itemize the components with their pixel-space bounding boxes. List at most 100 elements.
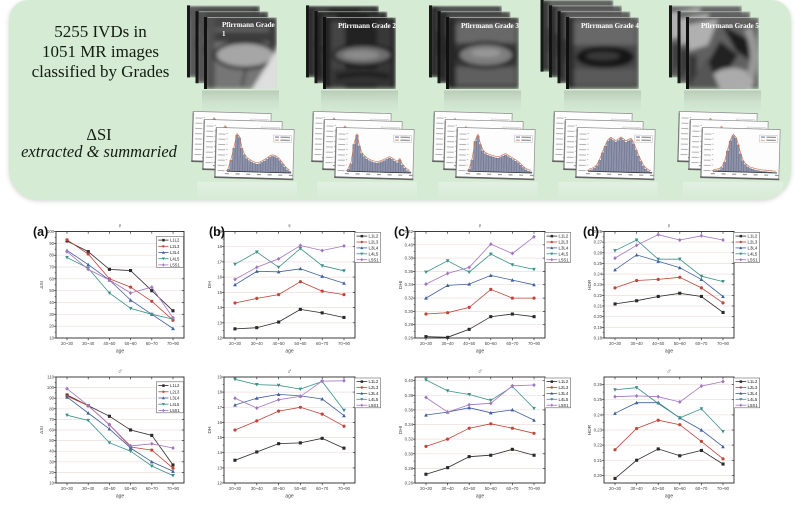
svg-text:age: age [116, 349, 125, 355]
svg-text:(c): (c) [394, 225, 409, 239]
svg-text:17: 17 [217, 405, 222, 410]
svg-text:L5S1: L5S1 [170, 263, 180, 268]
svg-text:HDR: HDR [587, 279, 593, 290]
svg-text:0.22: 0.22 [594, 293, 603, 298]
svg-text:30~40: 30~40 [251, 341, 264, 346]
svg-text:L2L3: L2L3 [748, 240, 758, 245]
svg-text:20~30: 20~30 [61, 486, 74, 491]
svg-text:50~60: 50~60 [674, 341, 687, 346]
svg-text:90: 90 [49, 396, 54, 401]
svg-text:40~50: 40~50 [273, 341, 286, 346]
svg-text:0.23: 0.23 [594, 428, 603, 433]
svg-text:ΔSI: ΔSI [39, 281, 45, 289]
svg-text:DH: DH [207, 281, 213, 288]
svg-text:110: 110 [47, 375, 54, 380]
svg-text:L2L3: L2L3 [369, 240, 379, 245]
svg-text:Pfirrmann Grade 3: Pfirrmann Grade 3 [461, 22, 519, 30]
svg-text:50~60: 50~60 [485, 486, 498, 491]
svg-text:60~70: 60~70 [695, 486, 708, 491]
svg-text:70~90: 70~90 [338, 341, 351, 346]
svg-text:30: 30 [49, 459, 54, 464]
svg-text:♂: ♂ [117, 369, 122, 376]
svg-text:0.18: 0.18 [594, 336, 603, 341]
svg-text:1: 1 [222, 30, 226, 38]
svg-text:DHI: DHI [398, 281, 404, 289]
svg-text:0.24: 0.24 [594, 412, 603, 417]
svg-text:0.24: 0.24 [594, 272, 603, 277]
svg-text:L1L2: L1L2 [748, 234, 758, 239]
svg-text:60~70: 60~70 [316, 341, 329, 346]
svg-text:0.25: 0.25 [594, 261, 603, 266]
svg-text:40~50: 40~50 [103, 341, 116, 346]
svg-text:14: 14 [217, 305, 222, 310]
svg-text:(d): (d) [583, 225, 599, 239]
svg-text:60~70: 60~70 [146, 486, 159, 491]
svg-text:L2L3: L2L3 [170, 389, 180, 394]
svg-text:70~90: 70~90 [528, 486, 541, 491]
svg-text:L1L2: L1L2 [559, 234, 569, 239]
svg-text:16: 16 [217, 275, 222, 280]
svg-text:60~70: 60~70 [506, 486, 519, 491]
svg-text:L3L4: L3L4 [170, 250, 180, 255]
svg-text:♀: ♀ [287, 223, 292, 230]
svg-text:0.30: 0.30 [405, 309, 414, 314]
svg-text:0.42: 0.42 [405, 229, 414, 234]
svg-text:L3L4: L3L4 [170, 396, 180, 401]
svg-text:age: age [476, 349, 485, 355]
svg-text:40~50: 40~50 [463, 486, 476, 491]
svg-text:40~50: 40~50 [652, 486, 665, 491]
svg-text:60: 60 [49, 428, 54, 433]
svg-text:(b): (b) [209, 225, 225, 239]
svg-text:L3L4: L3L4 [748, 391, 758, 396]
svg-text:L4L5: L4L5 [369, 397, 379, 402]
svg-text:0.36: 0.36 [405, 269, 414, 274]
svg-text:70~90: 70~90 [167, 341, 180, 346]
svg-text:17: 17 [217, 259, 222, 264]
svg-text:0.20: 0.20 [594, 314, 603, 319]
svg-text:16: 16 [217, 420, 222, 425]
svg-text:Pfirrmann Grade 2: Pfirrmann Grade 2 [338, 22, 396, 30]
svg-text:L4L5: L4L5 [559, 397, 569, 402]
svg-text:♂: ♂ [477, 369, 482, 376]
svg-text:L1L2: L1L2 [170, 238, 180, 243]
svg-text:20~30: 20~30 [61, 341, 74, 346]
svg-text:0.26: 0.26 [594, 382, 603, 387]
svg-text:80: 80 [49, 406, 54, 411]
svg-text:0.26: 0.26 [405, 481, 414, 486]
svg-text:L1L2: L1L2 [369, 379, 379, 384]
svg-text:Pfirrmann Grade: Pfirrmann Grade [222, 21, 275, 29]
svg-text:L5S1: L5S1 [559, 257, 570, 262]
svg-text:30~40: 30~40 [251, 486, 264, 491]
svg-text:12: 12 [217, 336, 222, 341]
svg-text:20~30: 20~30 [229, 486, 242, 491]
svg-text:L4L5: L4L5 [748, 397, 758, 402]
svg-text:0.40: 0.40 [405, 378, 414, 383]
svg-text:70~90: 70~90 [167, 486, 180, 491]
svg-text:0.34: 0.34 [405, 282, 414, 287]
svg-text:40~50: 40~50 [103, 486, 116, 491]
svg-text:0.30: 0.30 [405, 451, 414, 456]
svg-text:100: 100 [47, 229, 55, 234]
svg-text:0.38: 0.38 [405, 393, 414, 398]
svg-text:0.34: 0.34 [405, 422, 414, 427]
svg-text:50~60: 50~60 [125, 341, 138, 346]
svg-text:age: age [116, 494, 125, 500]
svg-text:80: 80 [49, 253, 54, 258]
svg-text:30~40: 30~40 [82, 486, 95, 491]
svg-text:♀: ♀ [117, 223, 122, 230]
svg-text:0.25: 0.25 [594, 397, 603, 402]
svg-text:0.23: 0.23 [594, 282, 603, 287]
svg-text:30~40: 30~40 [82, 341, 95, 346]
svg-text:L3L4: L3L4 [748, 246, 758, 251]
svg-text:L5S1: L5S1 [369, 403, 380, 408]
svg-text:70~90: 70~90 [717, 486, 730, 491]
svg-text:L1L2: L1L2 [170, 383, 180, 388]
svg-text:50~60: 50~60 [125, 486, 138, 491]
svg-text:0.36: 0.36 [405, 407, 414, 412]
svg-text:20~30: 20~30 [420, 341, 433, 346]
svg-text:L3L4: L3L4 [369, 391, 379, 396]
svg-text:L4L5: L4L5 [170, 402, 180, 407]
svg-text:70: 70 [49, 417, 54, 422]
svg-text:L5S1: L5S1 [369, 257, 380, 262]
svg-text:L2L3: L2L3 [170, 244, 180, 249]
